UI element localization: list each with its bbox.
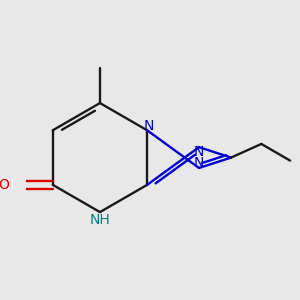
Text: NH: NH bbox=[90, 213, 110, 227]
Text: N: N bbox=[194, 156, 204, 170]
Text: N: N bbox=[194, 146, 204, 160]
Text: N: N bbox=[143, 119, 154, 133]
Text: O: O bbox=[0, 178, 9, 192]
